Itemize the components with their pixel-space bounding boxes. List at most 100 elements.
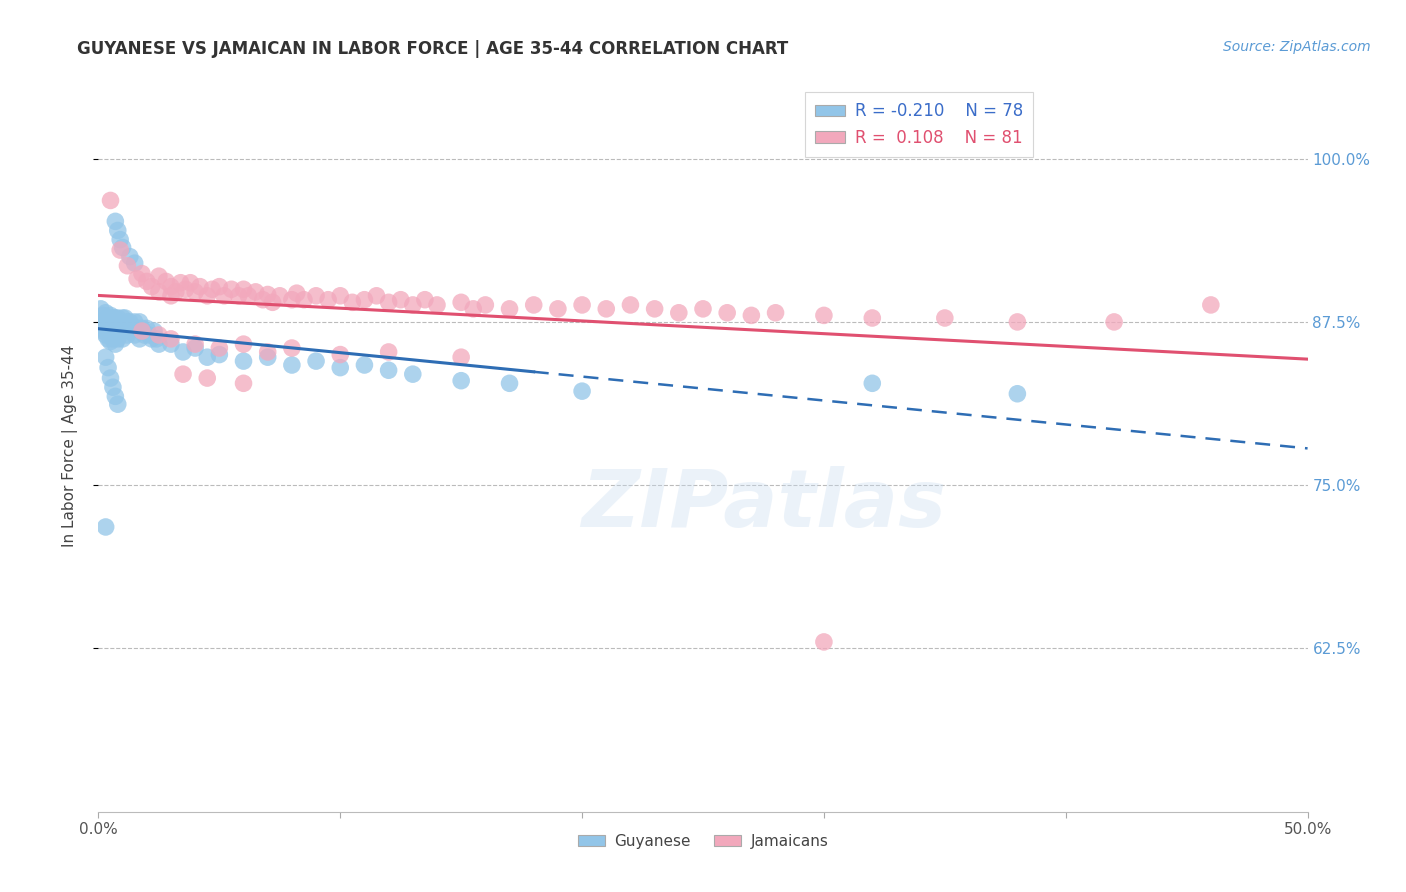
Point — [94, 350, 117, 364]
Point — [118, 324, 141, 338]
Point — [329, 360, 352, 375]
Point — [256, 287, 278, 301]
Legend: Guyanese, Jamaicans: Guyanese, Jamaicans — [572, 828, 834, 855]
Point — [377, 363, 399, 377]
Point — [184, 341, 207, 355]
Point — [329, 348, 352, 362]
Point — [97, 332, 120, 346]
Point — [111, 310, 134, 325]
Point — [128, 332, 150, 346]
Point — [245, 285, 267, 299]
Point — [148, 337, 170, 351]
Point — [143, 324, 166, 338]
Point — [169, 276, 191, 290]
Point — [644, 301, 666, 316]
Point — [281, 341, 304, 355]
Point — [111, 332, 134, 346]
Point — [208, 348, 231, 362]
Point — [450, 350, 472, 364]
Point — [104, 318, 127, 333]
Point — [104, 214, 127, 228]
Point — [342, 295, 364, 310]
Point — [208, 341, 231, 355]
Point — [107, 397, 129, 411]
Point — [91, 324, 114, 338]
Point — [160, 279, 183, 293]
Point — [97, 321, 120, 335]
Point — [232, 282, 254, 296]
Point — [262, 295, 284, 310]
Point — [141, 279, 163, 293]
Point — [498, 376, 520, 391]
Point — [124, 315, 146, 329]
Point — [101, 321, 124, 335]
Point — [292, 293, 315, 307]
Point — [94, 520, 117, 534]
Point — [97, 360, 120, 375]
Text: Source: ZipAtlas.com: Source: ZipAtlas.com — [1223, 40, 1371, 54]
Point — [377, 295, 399, 310]
Point — [100, 324, 122, 338]
Point — [813, 309, 835, 323]
Point — [108, 243, 131, 257]
Point — [389, 293, 412, 307]
Point — [100, 371, 122, 385]
Point — [184, 337, 207, 351]
Point — [114, 310, 136, 325]
Point — [172, 345, 194, 359]
Point — [91, 309, 114, 323]
Point — [104, 337, 127, 351]
Y-axis label: In Labor Force | Age 35-44: In Labor Force | Age 35-44 — [62, 345, 77, 547]
Point — [100, 194, 122, 208]
Text: ZIPatlas: ZIPatlas — [581, 466, 946, 543]
Point — [135, 275, 157, 289]
Point — [100, 315, 122, 329]
Point — [148, 285, 170, 299]
Point — [195, 289, 218, 303]
Point — [117, 328, 139, 343]
Point — [366, 289, 388, 303]
Point — [141, 332, 163, 346]
Point — [232, 376, 254, 391]
Point — [269, 289, 291, 303]
Point — [90, 315, 112, 329]
Point — [212, 289, 235, 303]
Point — [450, 374, 472, 388]
Point — [377, 345, 399, 359]
Point — [94, 328, 117, 343]
Point — [107, 332, 129, 346]
Point — [353, 293, 375, 307]
Point — [256, 350, 278, 364]
Point — [104, 328, 127, 343]
Point — [571, 298, 593, 312]
Point — [94, 315, 117, 329]
Point — [740, 309, 762, 323]
Point — [108, 324, 131, 338]
Point — [104, 310, 127, 325]
Point — [523, 298, 546, 312]
Point — [450, 295, 472, 310]
Point — [813, 635, 835, 649]
Point — [101, 380, 124, 394]
Point — [498, 301, 520, 316]
Point — [402, 367, 425, 381]
Point — [131, 267, 153, 281]
Point — [256, 345, 278, 359]
Point — [172, 367, 194, 381]
Point — [402, 298, 425, 312]
Point — [160, 337, 183, 351]
Point — [716, 306, 738, 320]
Point — [104, 389, 127, 403]
Point — [127, 321, 149, 335]
Point — [100, 334, 122, 349]
Point — [121, 318, 143, 333]
Point — [668, 306, 690, 320]
Point — [107, 321, 129, 335]
Point — [124, 256, 146, 270]
Point — [90, 321, 112, 335]
Point — [90, 301, 112, 316]
Point — [91, 318, 114, 333]
Point — [94, 321, 117, 335]
Point — [1199, 298, 1222, 312]
Point — [184, 285, 207, 299]
